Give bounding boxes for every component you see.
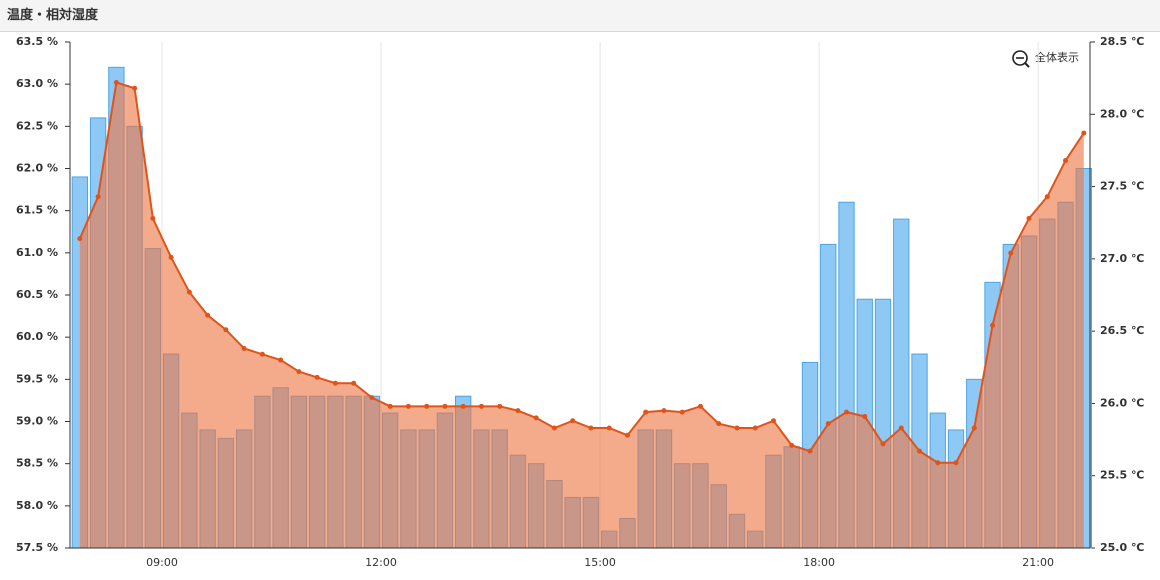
y-tick-label: 63.0 % (16, 77, 58, 90)
y-tick-label: 57.5 % (16, 541, 58, 554)
point (351, 380, 357, 386)
point (95, 194, 101, 200)
point (697, 403, 703, 409)
point (606, 425, 612, 431)
point (77, 236, 83, 242)
point (1063, 158, 1069, 164)
point (624, 432, 630, 438)
point (1081, 130, 1087, 136)
point (533, 415, 539, 421)
x-tick-label: 12:00 (365, 556, 397, 569)
point (405, 403, 411, 409)
zoom-icon-handle (1024, 62, 1030, 68)
point (898, 425, 904, 431)
point (570, 418, 576, 424)
point (205, 312, 211, 318)
y-tick-label: 59.5 % (16, 372, 58, 385)
point (789, 442, 795, 448)
y-tick-label: 61.0 % (16, 246, 58, 259)
point (1008, 250, 1014, 256)
y2-tick-label: 27.5 ℃ (1100, 180, 1144, 193)
point (223, 327, 229, 333)
point (971, 425, 977, 431)
point (332, 380, 338, 386)
point (880, 441, 886, 447)
y-tick-label: 62.0 % (16, 162, 58, 175)
point (1026, 215, 1032, 221)
point (588, 425, 594, 431)
point (935, 460, 941, 466)
y2-tick-label: 28.0 ℃ (1100, 107, 1144, 120)
y-tick-label: 61.5 % (16, 204, 58, 217)
area (79, 82, 1084, 548)
y2-tick-label: 25.5 ℃ (1100, 469, 1144, 482)
point (387, 403, 393, 409)
line (78, 81, 1085, 464)
point (150, 215, 156, 221)
point (917, 448, 923, 454)
x-tick-label: 18:00 (803, 556, 835, 569)
y2-tick-label: 26.0 ℃ (1100, 396, 1144, 409)
point (752, 425, 758, 431)
point (825, 421, 831, 427)
point (953, 460, 959, 466)
y-tick-label: 58.0 % (16, 499, 58, 512)
point (460, 403, 466, 409)
point (770, 418, 776, 424)
point (478, 403, 484, 409)
point (862, 413, 868, 419)
point (515, 408, 521, 414)
point (643, 409, 649, 415)
y2-tick-label: 25.0 ℃ (1100, 541, 1144, 554)
y-tick-label: 60.0 % (16, 330, 58, 343)
point (424, 403, 430, 409)
point (314, 374, 320, 380)
point (296, 369, 302, 375)
point (843, 409, 849, 415)
point (241, 345, 247, 351)
point (369, 395, 375, 401)
point (734, 425, 740, 431)
point (132, 85, 138, 91)
x-tick-label: 09:00 (146, 556, 178, 569)
point (442, 403, 448, 409)
point (679, 409, 685, 415)
point (716, 421, 722, 427)
point (551, 425, 557, 431)
y-tick-label: 62.5 % (16, 119, 58, 132)
y-tick-label: 60.5 % (16, 288, 58, 301)
y2-tick-label: 26.5 ℃ (1100, 324, 1144, 337)
point (278, 357, 284, 363)
y2-tick-label: 28.5 ℃ (1100, 35, 1144, 48)
point (113, 79, 119, 85)
point (497, 403, 503, 409)
point (661, 408, 667, 414)
x-tick-label: 21:00 (1022, 556, 1054, 569)
point (168, 254, 174, 260)
reset-zoom-label[interactable]: 全体表示 (1035, 50, 1079, 64)
y2-tick-label: 27.0 ℃ (1100, 252, 1144, 265)
reset-zoom-button[interactable]: 全体表示 (1012, 50, 1079, 68)
point (990, 322, 996, 328)
y-tick-label: 58.5 % (16, 457, 58, 470)
point (186, 289, 192, 295)
panel-title: 温度・相対湿度 (0, 0, 1160, 32)
point (259, 351, 265, 357)
y-tick-label: 59.0 % (16, 415, 58, 428)
point (807, 448, 813, 454)
point (1044, 194, 1050, 200)
x-tick-label: 15:00 (584, 556, 616, 569)
y-tick-label: 63.5 % (16, 35, 58, 48)
zoom-icon (1012, 50, 1028, 66)
